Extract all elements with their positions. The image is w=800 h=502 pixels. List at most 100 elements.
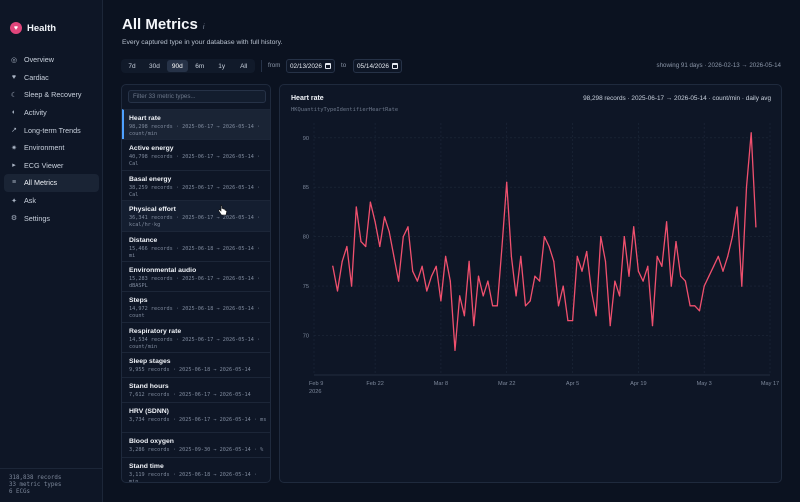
- calendar-icon[interactable]: [325, 63, 331, 69]
- sidebar-item-cardiac[interactable]: ♥ Cardiac: [4, 69, 99, 87]
- data-point: [694, 305, 696, 307]
- sidebar-item-sleep-recovery[interactable]: ☾ Sleep & Recovery: [4, 86, 99, 104]
- sidebar-item-label: All Metrics: [24, 178, 58, 188]
- brand[interactable]: ♥ Health: [10, 22, 56, 34]
- data-point: [670, 285, 672, 287]
- calendar-icon[interactable]: [392, 63, 398, 69]
- sun-icon: ✷: [11, 144, 17, 152]
- range-button-7d[interactable]: 7d: [128, 62, 136, 70]
- data-point: [426, 290, 428, 292]
- metric-item[interactable]: Blood oxygen 3,286 records · 2025-09-30 →…: [122, 432, 270, 457]
- data-point: [717, 255, 719, 257]
- data-point: [454, 349, 456, 351]
- chart-identifier: HKQuantityTypeIdentifierHeartRate: [291, 107, 399, 113]
- sidebar-item-ecg-viewer[interactable]: ▸ ECG Viewer: [4, 157, 99, 175]
- metric-item[interactable]: Steps 14,972 records · 2025-06-18 → 2026-…: [122, 291, 270, 322]
- metric-item[interactable]: Stand hours 7,612 records · 2025-06-17 → …: [122, 377, 270, 402]
- data-point: [713, 265, 715, 267]
- data-point: [623, 236, 625, 238]
- data-point: [416, 280, 418, 282]
- metric-item[interactable]: Environmental audio 15,283 records · 2025…: [122, 261, 270, 291]
- data-point: [675, 241, 677, 243]
- data-point: [412, 270, 414, 272]
- to-date-input[interactable]: 05/14/2026: [353, 59, 402, 73]
- heart-rate-chart[interactable]: 70 75 80 85 90 Feb 9 2026 Feb 22 Mar 8 Mar 22 Apr …: [280, 85, 783, 484]
- sidebar-item-overview[interactable]: ◎ Overview: [4, 51, 99, 69]
- metric-meta: 3,734 records · 2025-06-17 → 2026-05-14 …: [129, 417, 267, 423]
- data-point: [567, 320, 569, 322]
- data-point: [487, 280, 489, 282]
- to-label: to: [341, 62, 347, 69]
- data-point: [548, 245, 550, 248]
- chart-title: Heart rate: [291, 95, 324, 102]
- x-tick-label: May 17: [761, 381, 779, 387]
- metric-item[interactable]: HRV (SDNN) 3,734 records · 2025-06-17 → 2…: [122, 402, 270, 432]
- sidebar-item-activity[interactable]: ◐ Activity: [4, 104, 99, 122]
- from-date-value: 02/13/2026: [290, 62, 322, 70]
- page-subtitle: Every captured type in your database wit…: [122, 39, 283, 46]
- data-point: [332, 265, 334, 267]
- data-point: [642, 280, 644, 282]
- data-point: [346, 245, 348, 248]
- range-button-all[interactable]: All: [240, 62, 248, 70]
- data-point: [576, 255, 578, 257]
- data-point: [628, 275, 630, 277]
- data-point: [572, 320, 574, 322]
- sidebar-item-environment[interactable]: ✷ Environment: [4, 139, 99, 157]
- data-point: [741, 285, 743, 287]
- range-button-90d[interactable]: 90d: [166, 60, 188, 72]
- info-icon[interactable]: i: [202, 24, 205, 31]
- data-point: [421, 265, 423, 267]
- sidebar-footer: 318,838 records 33 metric types 6 ECGs: [0, 468, 103, 496]
- data-point: [595, 315, 597, 317]
- metric-item[interactable]: Stand time 3,119 records · 2025-06-18 → 2…: [122, 457, 270, 482]
- y-tick-label: 90: [303, 136, 309, 142]
- metric-meta: 40,798 records · 2025-06-17 → 2026-05-14…: [129, 154, 261, 167]
- metric-meta: 36,341 records · 2025-06-17 → 2026-05-14…: [129, 215, 261, 228]
- metric-item[interactable]: Sleep stages 9,955 records · 2025-06-18 →…: [122, 352, 270, 377]
- sidebar-item-long-term-trends[interactable]: ↗ Long-term Trends: [4, 121, 99, 139]
- data-point: [590, 290, 592, 292]
- metric-meta: 38,259 records · 2025-06-17 → 2026-05-14…: [129, 185, 261, 198]
- metric-item[interactable]: Basal energy 38,259 records · 2025-06-17 …: [122, 170, 270, 200]
- data-point: [510, 255, 512, 257]
- chart-panel: Heart rate HKQuantityTypeIdentifierHeart…: [279, 84, 782, 483]
- metric-filter-input[interactable]: [128, 90, 266, 103]
- range-button-1y[interactable]: 1y: [218, 62, 226, 70]
- trend-arrow-icon: ↗: [11, 127, 17, 135]
- x-tick-label: Feb 22: [366, 381, 383, 387]
- from-date-input[interactable]: 02/13/2026: [286, 59, 335, 73]
- x-tick-label: Feb 9: [309, 381, 323, 387]
- metric-name: Blood oxygen: [129, 438, 174, 445]
- metric-name: Physical effort: [129, 206, 176, 213]
- data-point: [680, 275, 682, 277]
- moon-icon: ☾: [10, 91, 18, 99]
- metric-item[interactable]: Respiratory rate 14,534 records · 2025-06…: [122, 322, 270, 352]
- data-point: [468, 260, 470, 262]
- metric-item[interactable]: Active energy 40,798 records · 2025-06-17…: [122, 139, 270, 170]
- data-point: [379, 245, 381, 248]
- sidebar-item-ask[interactable]: ✦ Ask: [4, 192, 99, 210]
- sidebar-item-settings[interactable]: ⚙ Settings: [4, 209, 99, 227]
- metric-item[interactable]: Physical effort 36,341 records · 2025-06-…: [122, 200, 270, 231]
- metric-meta: 9,955 records · 2025-06-18 → 2026-05-14: [129, 367, 251, 373]
- sidebar-item-all-metrics[interactable]: ≡ All Metrics: [4, 174, 99, 192]
- data-point: [529, 300, 531, 302]
- range-button-6m[interactable]: 6m: [195, 62, 205, 70]
- data-point: [440, 300, 442, 302]
- data-point: [731, 236, 733, 238]
- data-point: [609, 325, 611, 327]
- data-point: [336, 290, 339, 292]
- showing-range-text: showing 91 days · 2026-02-13 → 2026-05-1…: [656, 62, 781, 69]
- data-point: [703, 285, 705, 287]
- page-title: All Metrics i: [122, 16, 204, 33]
- metric-item[interactable]: Distance 15,466 records · 2025-06-18 → 20…: [122, 231, 270, 261]
- heart-icon: ♥: [11, 73, 17, 81]
- data-point: [515, 295, 517, 297]
- from-label: from: [268, 62, 281, 69]
- range-button-30d[interactable]: 30d: [149, 62, 160, 70]
- data-point: [482, 295, 484, 297]
- metric-meta: 98,298 records · 2025-06-17 → 2026-05-14…: [129, 124, 261, 137]
- metric-item[interactable]: Heart rate 98,298 records · 2025-06-17 → …: [122, 109, 270, 139]
- metric-meta: 14,534 records · 2025-06-17 → 2026-05-14…: [129, 337, 261, 350]
